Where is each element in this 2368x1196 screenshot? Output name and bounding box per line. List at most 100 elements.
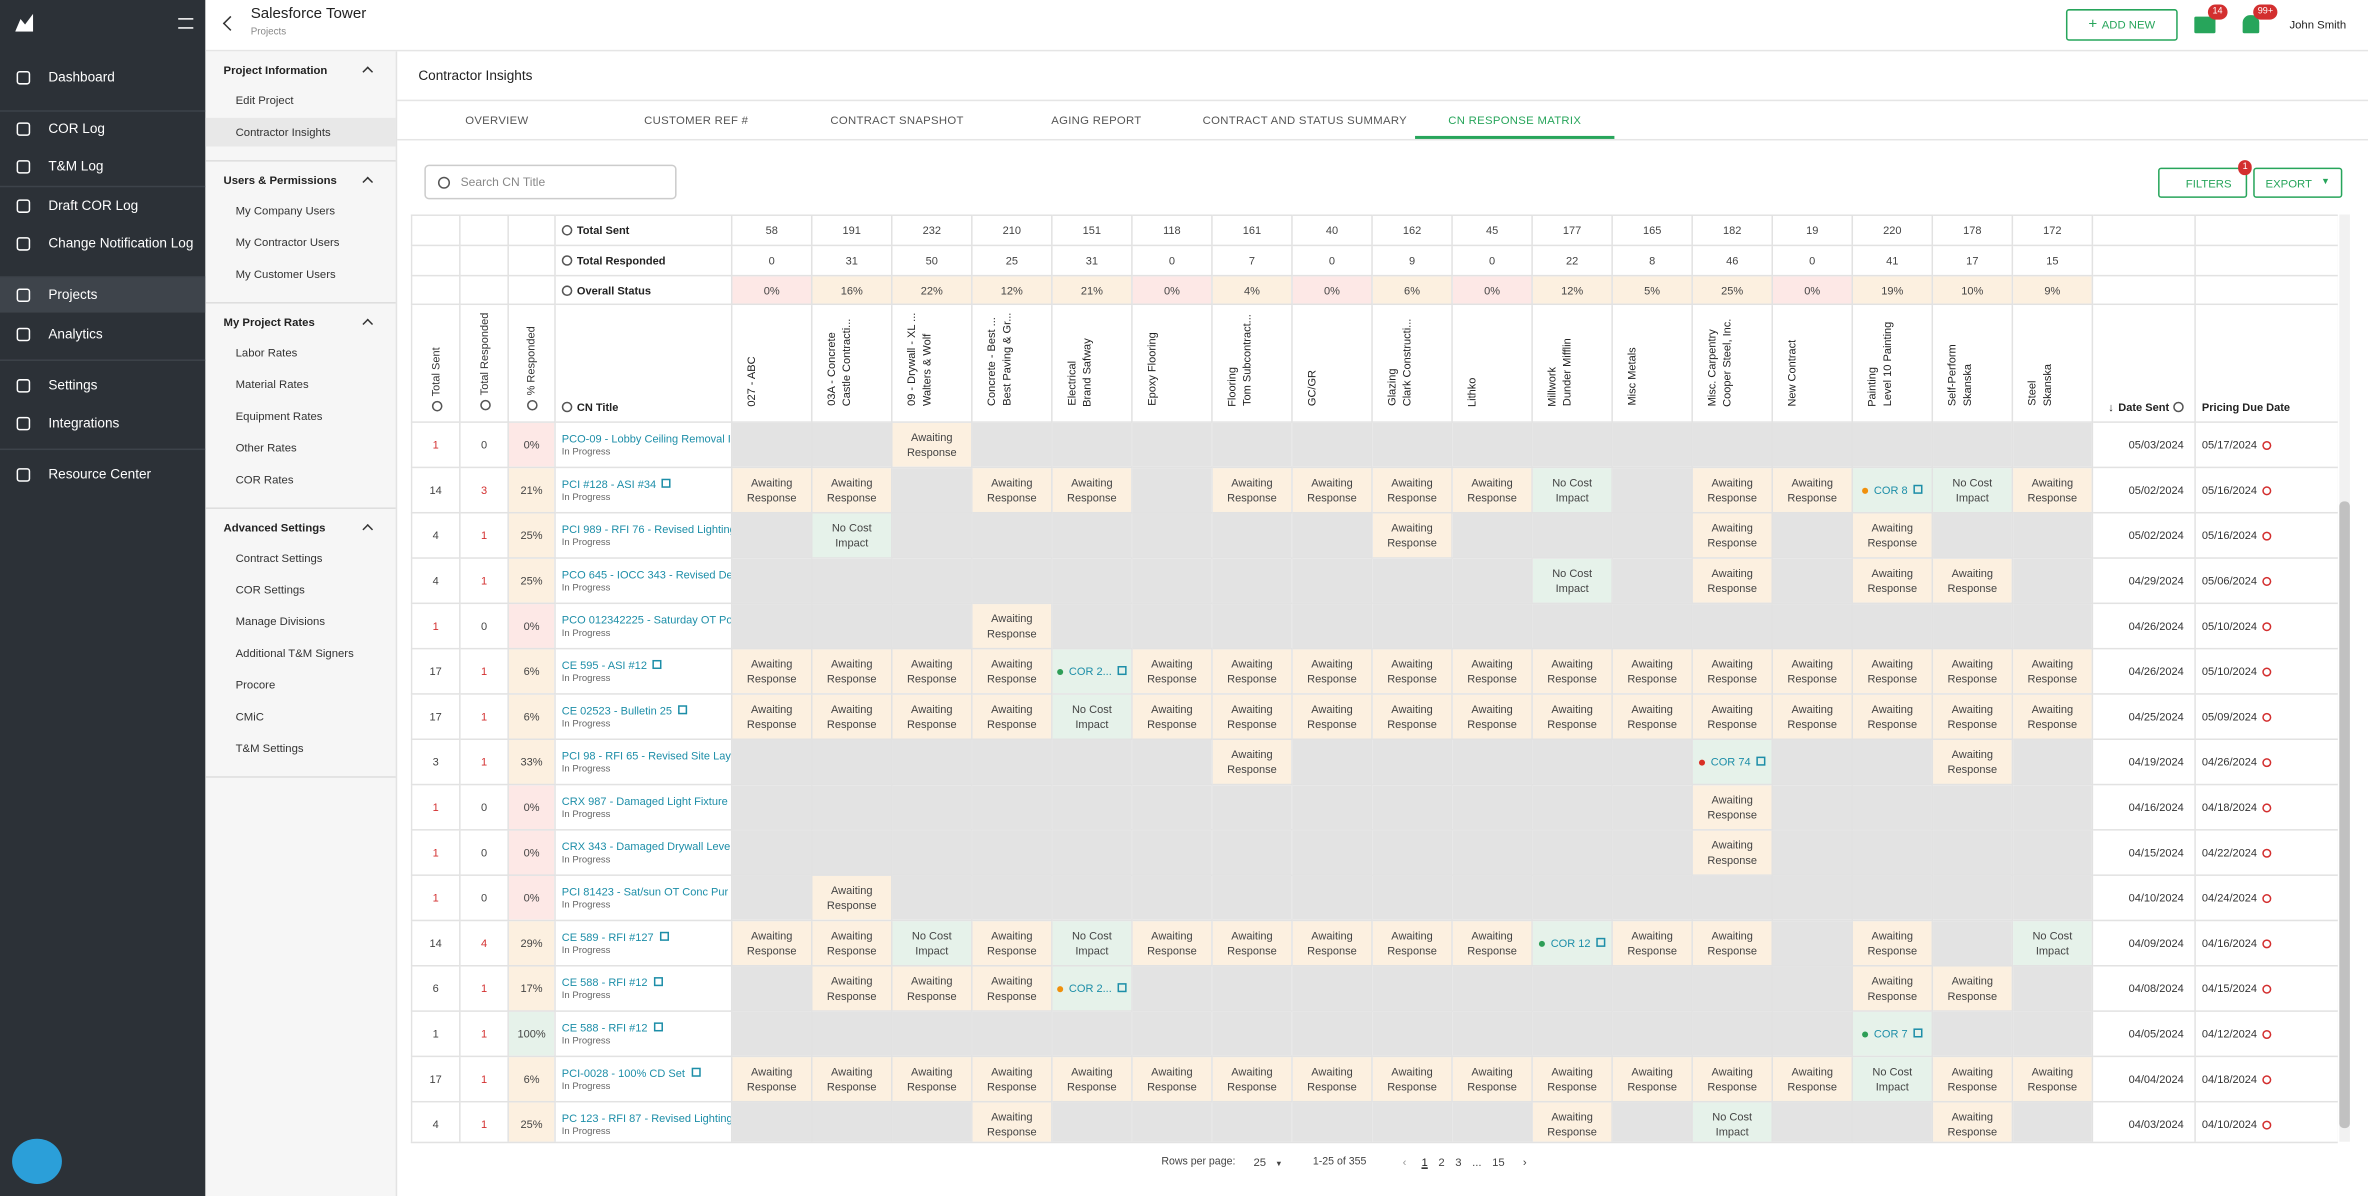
bell-icon[interactable] (2242, 15, 2260, 34)
cn-title[interactable]: CE 02523 - Bulletin 25 (561, 703, 673, 718)
nav-item[interactable]: Projects (0, 276, 206, 313)
menu-item[interactable]: Material Rates (235, 377, 309, 392)
external-link-icon[interactable] (662, 478, 672, 488)
external-link-icon[interactable] (1913, 1028, 1923, 1038)
export-button[interactable]: EXPORT ▼ (2253, 167, 2343, 198)
scroll-thumb[interactable] (2339, 501, 2350, 1129)
menu-section-title[interactable]: Advanced Settings (205, 516, 395, 540)
cn-title[interactable]: PCI 81423 - Sat/sun OT Conc Pur (561, 884, 729, 899)
menu-item[interactable]: CMiC (235, 709, 264, 724)
menu-section-title[interactable]: Project Information (205, 59, 395, 83)
external-link-icon[interactable] (678, 705, 688, 715)
response-status: Awaiting Response (1307, 656, 1357, 685)
cor-link[interactable]: COR 2... (1068, 981, 1112, 996)
page-link[interactable]: ... (1472, 1154, 1482, 1169)
menu-item[interactable]: Additional T&M Signers (235, 646, 354, 660)
cn-title[interactable]: PC 123 - RFI 87 - Revised Lighting (561, 1111, 731, 1126)
menu-item[interactable]: COR Rates (235, 472, 294, 487)
response-cell (1611, 466, 1693, 514)
page-link[interactable]: 2 (1438, 1154, 1445, 1169)
response-status: Awaiting Response (1467, 1064, 1517, 1093)
cn-title[interactable]: CE 589 - RFI #127 (561, 930, 654, 944)
cn-title[interactable]: PCI #128 - ASI #34 (561, 477, 657, 491)
menu-item[interactable]: My Company Users (235, 203, 336, 218)
collapse-icon[interactable] (178, 18, 194, 29)
page-link[interactable]: 1 (1421, 1154, 1428, 1169)
chat-button[interactable] (12, 1138, 62, 1184)
tab[interactable]: CN RESPONSE MATRIX (1415, 103, 1615, 139)
cor-link[interactable]: COR 8 (1873, 483, 1908, 497)
cn-title[interactable]: PCO 645 - IOCC 343 - Revised Det (561, 567, 731, 582)
search-box[interactable]: Search CN Title (424, 164, 677, 200)
menu-item[interactable]: Manage Divisions (235, 614, 325, 629)
external-link-icon[interactable] (1913, 484, 1923, 494)
nav-item[interactable]: Draft COR Log (0, 187, 205, 223)
nav-item[interactable]: Resource Center (0, 456, 205, 492)
nav-item[interactable]: Dashboard (0, 59, 205, 95)
external-link-icon[interactable] (652, 659, 663, 670)
external-link-icon[interactable] (690, 1067, 701, 1077)
cn-title[interactable]: PCI 98 - RFI 65 - Revised Site Layo (561, 749, 731, 763)
cn-title[interactable]: PCI 989 - RFI 76 - Revised Lighting (561, 522, 731, 537)
cn-title[interactable]: CRX 987 - Damaged Light Fixture (561, 794, 728, 808)
cn-title[interactable]: CE 595 - ASI #12 (561, 658, 647, 673)
cor-link[interactable]: COR 7 (1873, 1026, 1908, 1041)
nav-item[interactable]: Settings (0, 367, 205, 403)
tab[interactable]: AGING REPORT (1051, 113, 1142, 127)
tab[interactable]: OVERVIEW (465, 113, 529, 127)
menu-item[interactable]: Equipment Rates (235, 409, 323, 423)
cn-title[interactable]: PCO-09 - Lobby Ceiling Removal I (561, 431, 731, 446)
cn-title[interactable]: PCO 012342225 - Saturday OT Po (561, 613, 731, 627)
tab[interactable]: CONTRACT SNAPSHOT (830, 113, 964, 127)
external-link-icon[interactable] (653, 1022, 663, 1032)
menu-item[interactable]: Labor Rates (235, 345, 298, 360)
cn-title[interactable]: CE 588 - RFI #12 (561, 975, 648, 990)
menu-section-title[interactable]: My Project Rates (205, 311, 395, 335)
pct-responded: 29% (507, 919, 556, 967)
menu-item[interactable]: Contractor Insights (205, 117, 396, 147)
user-name[interactable]: John Smith (2289, 18, 2347, 32)
menu-item[interactable]: My Contractor Users (235, 235, 340, 250)
cor-link[interactable]: COR 12 (1550, 936, 1591, 950)
menu-item[interactable]: Edit Project (235, 93, 294, 108)
tab[interactable]: CUSTOMER REF # (644, 113, 749, 127)
cor-link[interactable]: COR 2... (1068, 664, 1112, 679)
external-link-icon[interactable] (653, 977, 663, 987)
menu-item[interactable]: My Customer Users (235, 267, 336, 281)
response-cell (1131, 965, 1213, 1012)
filters-button[interactable]: FILTERS (2158, 167, 2248, 198)
external-link-icon[interactable] (1117, 983, 1127, 993)
menu-item[interactable]: Contract Settings (235, 551, 323, 565)
nav-item[interactable]: COR Log (0, 110, 205, 146)
external-link-icon[interactable] (659, 931, 669, 941)
menu-item[interactable]: Procore (235, 678, 276, 692)
dropdown-arrow: ▼ (1275, 1159, 1283, 1169)
menu-item[interactable]: COR Settings (235, 582, 305, 597)
contractor-header: 03A - Concrete Castle Contracti... (810, 303, 893, 423)
cn-title[interactable]: CRX 343 - Damaged Drywall Leve (561, 839, 731, 854)
page-link[interactable]: 3 (1455, 1154, 1462, 1169)
response-cell (1691, 874, 1773, 922)
add-new-button[interactable]: + ADD NEW (2065, 9, 2178, 41)
nav-item[interactable]: Analytics (0, 316, 205, 352)
nav-item[interactable]: Change Notification Log (0, 225, 205, 261)
external-link-icon[interactable] (1117, 665, 1127, 676)
page-link[interactable]: 15 (1492, 1154, 1505, 1169)
tab[interactable]: CONTRACT AND STATUS SUMMARY (1202, 113, 1407, 127)
cn-title[interactable]: CE 588 - RFI #12 (561, 1020, 648, 1035)
header-cell[interactable]: ↓ Date Sent (2091, 303, 2196, 423)
back-icon[interactable] (222, 15, 238, 31)
rows-per-page-select[interactable]: 25 ▼ (1254, 1155, 1283, 1169)
external-link-icon[interactable] (1596, 937, 1606, 947)
external-link-icon[interactable] (1756, 756, 1766, 766)
menu-item[interactable]: T&M Settings (235, 741, 304, 756)
nav-item[interactable]: Integrations (0, 405, 205, 441)
cor-link[interactable]: COR 74 (1710, 755, 1751, 769)
prev-page[interactable]: ‹ (1402, 1154, 1407, 1169)
menu-section-title[interactable]: Users & Permissions (205, 169, 395, 193)
next-page[interactable]: › (1522, 1154, 1527, 1169)
menu-item[interactable]: Other Rates (235, 440, 297, 455)
mail-icon[interactable] (2194, 16, 2216, 34)
nav-item[interactable]: T&M Log (0, 148, 205, 184)
cn-title[interactable]: PCI-0028 - 100% CD Set (561, 1066, 685, 1080)
